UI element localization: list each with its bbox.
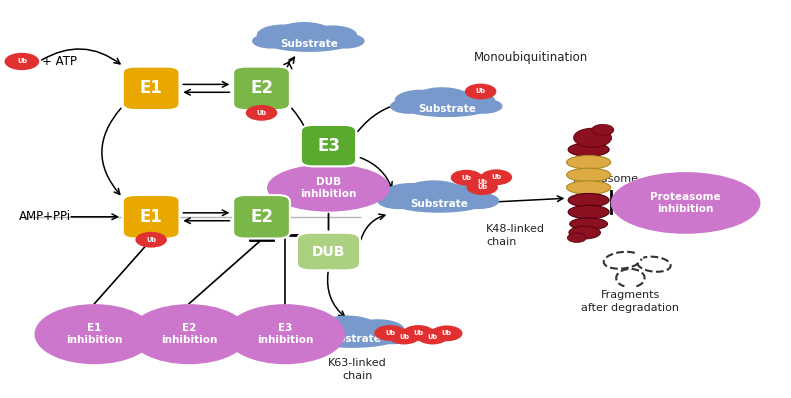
Text: E1: E1 <box>140 208 163 226</box>
Text: E1
inhibition: E1 inhibition <box>66 323 123 345</box>
Text: DUB
inhibition: DUB inhibition <box>301 177 357 199</box>
Ellipse shape <box>566 168 611 181</box>
Text: Proteasome: Proteasome <box>573 174 639 184</box>
Text: Substrate: Substrate <box>410 199 467 209</box>
Circle shape <box>417 329 448 344</box>
Text: E2: E2 <box>250 79 273 98</box>
Ellipse shape <box>351 319 404 340</box>
Text: Ub: Ub <box>399 334 409 339</box>
Text: Substrate: Substrate <box>280 39 338 49</box>
Text: Ub: Ub <box>146 237 156 243</box>
Circle shape <box>567 233 586 242</box>
Circle shape <box>467 174 498 190</box>
Ellipse shape <box>252 33 290 49</box>
Text: Ub: Ub <box>475 88 486 94</box>
Ellipse shape <box>267 164 390 212</box>
Ellipse shape <box>390 99 428 114</box>
Ellipse shape <box>570 218 607 230</box>
Text: E3
inhibition: E3 inhibition <box>257 323 313 345</box>
Ellipse shape <box>568 205 609 219</box>
Ellipse shape <box>393 193 485 213</box>
Text: Ub: Ub <box>17 59 27 64</box>
Ellipse shape <box>377 193 418 209</box>
Text: E3: E3 <box>317 137 340 155</box>
Circle shape <box>246 105 278 121</box>
Text: Ub: Ub <box>441 330 452 336</box>
Circle shape <box>5 53 40 70</box>
Text: Fragments
after degradation: Fragments after degradation <box>581 290 679 313</box>
Text: Ub: Ub <box>461 175 471 181</box>
Circle shape <box>403 325 434 341</box>
Ellipse shape <box>35 304 154 364</box>
Circle shape <box>467 179 498 195</box>
Text: Ub: Ub <box>256 110 267 116</box>
Ellipse shape <box>464 99 502 114</box>
Text: DUB: DUB <box>312 244 345 259</box>
Ellipse shape <box>225 304 345 364</box>
Text: E1: E1 <box>140 79 163 98</box>
Ellipse shape <box>327 33 365 49</box>
Ellipse shape <box>438 184 491 205</box>
Text: Ub: Ub <box>428 334 437 339</box>
Circle shape <box>388 329 420 344</box>
Ellipse shape <box>316 316 378 339</box>
Ellipse shape <box>296 318 352 341</box>
FancyBboxPatch shape <box>301 125 356 166</box>
Text: Ub: Ub <box>385 330 395 336</box>
Text: AMP+PPi: AMP+PPi <box>19 210 71 223</box>
Text: Monoubiquitination: Monoubiquitination <box>475 51 589 64</box>
Circle shape <box>451 170 483 185</box>
FancyBboxPatch shape <box>233 195 290 238</box>
Ellipse shape <box>573 128 611 147</box>
FancyBboxPatch shape <box>233 66 290 110</box>
Ellipse shape <box>306 328 398 348</box>
Text: E2
inhibition: E2 inhibition <box>161 323 218 345</box>
Ellipse shape <box>568 193 609 207</box>
Ellipse shape <box>611 172 760 234</box>
Circle shape <box>374 325 406 341</box>
Ellipse shape <box>569 226 600 239</box>
Ellipse shape <box>403 180 464 204</box>
Ellipse shape <box>276 22 332 44</box>
Ellipse shape <box>290 328 331 344</box>
Text: Ub: Ub <box>477 184 487 190</box>
Text: K48-linked
chain: K48-linked chain <box>486 224 545 247</box>
Text: Ub: Ub <box>491 174 501 180</box>
Ellipse shape <box>566 181 611 194</box>
Ellipse shape <box>383 183 439 206</box>
FancyBboxPatch shape <box>297 233 360 270</box>
FancyBboxPatch shape <box>123 66 180 110</box>
Circle shape <box>481 170 512 185</box>
Ellipse shape <box>404 99 490 117</box>
Ellipse shape <box>568 143 609 156</box>
Text: E2: E2 <box>250 208 273 226</box>
Circle shape <box>431 326 463 341</box>
Ellipse shape <box>129 304 249 364</box>
Ellipse shape <box>566 156 611 169</box>
Text: K63-linked
chain: K63-linked chain <box>328 358 387 381</box>
Ellipse shape <box>414 87 471 109</box>
Text: Proteasome
inhibition: Proteasome inhibition <box>650 192 721 214</box>
Ellipse shape <box>267 34 351 52</box>
Ellipse shape <box>372 328 413 344</box>
Text: + ATP: + ATP <box>43 55 78 68</box>
Circle shape <box>592 124 614 135</box>
Text: Ub: Ub <box>477 179 487 185</box>
Text: Substrate: Substrate <box>418 104 475 114</box>
Ellipse shape <box>257 25 308 45</box>
Circle shape <box>465 84 497 100</box>
Circle shape <box>135 232 167 248</box>
Text: Ub: Ub <box>414 330 423 336</box>
FancyBboxPatch shape <box>123 195 180 238</box>
Ellipse shape <box>458 193 499 209</box>
Ellipse shape <box>308 25 357 45</box>
Ellipse shape <box>395 90 447 111</box>
Text: Substrate: Substrate <box>324 334 381 344</box>
Ellipse shape <box>446 91 495 109</box>
